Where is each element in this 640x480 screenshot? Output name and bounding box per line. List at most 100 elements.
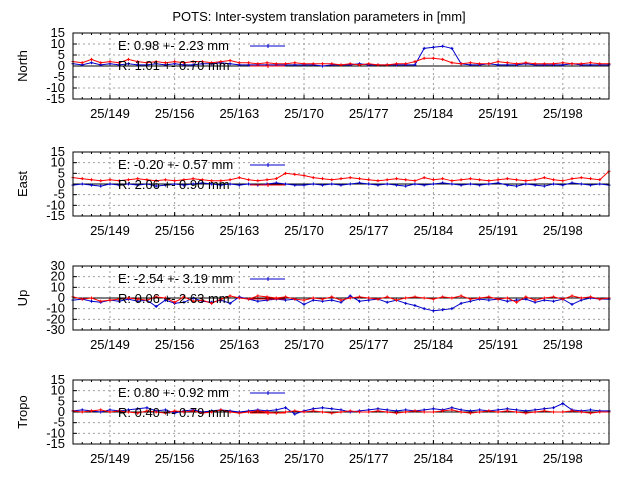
data-point: [552, 182, 556, 186]
data-point: [385, 182, 389, 186]
legend: E: 0.98 +- 2.23 mm R: 1.01 +- 0.70 mm: [118, 38, 285, 73]
data-point: [274, 177, 278, 181]
data-point: [450, 296, 454, 300]
data-point: [330, 182, 334, 186]
y-tick-label: -10: [46, 425, 65, 440]
plot-frame: [72, 379, 610, 445]
data-point: [570, 62, 574, 66]
data-point: [413, 182, 417, 186]
data-point: [533, 183, 537, 187]
data-point: [108, 410, 112, 414]
data-point: [589, 295, 593, 299]
data-point: [496, 178, 500, 182]
data-point: [173, 182, 177, 186]
data-point: [80, 61, 84, 65]
data-point: [394, 183, 398, 187]
data-point: [265, 61, 269, 65]
data-point: [80, 177, 84, 181]
data-point: [136, 183, 140, 187]
data-point: [505, 409, 509, 413]
y-tick-label: -10: [46, 80, 65, 95]
data-point: [515, 184, 519, 188]
data-point: [108, 182, 112, 186]
panel-tropo: 25/149 25/156 25/163 25/170 25/177 25/184 25/1…: [15, 372, 611, 466]
data-point: [228, 301, 232, 305]
data-point: [357, 299, 361, 303]
data-point: [284, 406, 288, 410]
data-point: [210, 179, 214, 183]
data-point: [302, 410, 306, 414]
y-tick-label: 5: [58, 47, 65, 62]
data-point: [219, 60, 223, 64]
data-point: [89, 57, 93, 61]
data-point: [321, 410, 325, 414]
data-point: [422, 296, 426, 300]
data-point: [552, 406, 556, 410]
panel-north: 25/149 25/156 25/163 25/170 25/177 25/184 25/1…: [15, 25, 611, 121]
data-point: [589, 411, 593, 415]
x-tick-label: 25/184: [414, 106, 454, 121]
data-point: [126, 296, 130, 300]
data-point: [431, 182, 435, 186]
data-point: [422, 176, 426, 180]
data-point: [413, 63, 417, 67]
data-point: [579, 410, 583, 414]
x-tick-label: 25/156: [155, 337, 195, 352]
data-point: [145, 406, 149, 410]
data-point: [237, 176, 241, 180]
data-point: [404, 410, 408, 414]
data-point: [579, 62, 583, 66]
data-point: [376, 297, 380, 301]
x-tick-label: 25/184: [414, 337, 454, 352]
data-point: [487, 182, 491, 186]
data-point: [422, 56, 426, 60]
y-tick-label: 5: [58, 393, 65, 408]
data-point: [89, 299, 93, 303]
data-point: [154, 179, 158, 183]
data-point: [385, 63, 389, 67]
legend: E: -0.20 +- 0.57 mm R: 2.06 +- 0.90 mm: [118, 157, 285, 192]
data-point: [173, 300, 177, 304]
data-point: [431, 178, 435, 182]
data-point: [487, 179, 491, 183]
data-point: [154, 60, 158, 64]
y-tick-label: 10: [51, 279, 65, 294]
x-tick-label: 25/163: [219, 106, 259, 121]
data-point: [515, 178, 519, 182]
y-tick-label: -15: [46, 91, 65, 106]
data-point: [542, 184, 546, 188]
series-points-R: [71, 56, 611, 67]
panel-east: 25/149 25/156 25/163 25/170 25/177 25/184 25/1…: [15, 144, 611, 238]
data-point: [459, 301, 463, 305]
data-point: [367, 182, 371, 186]
data-point: [117, 61, 121, 65]
data-point: [302, 302, 306, 306]
data-point: [293, 172, 297, 176]
data-point: [163, 61, 167, 65]
data-point: [321, 177, 325, 181]
data-point: [579, 176, 583, 180]
data-point: [552, 62, 556, 66]
x-tick-label: 25/177: [349, 106, 389, 121]
y-tick-label: 0: [58, 176, 65, 191]
data-point: [459, 294, 463, 298]
data-point: [413, 179, 417, 183]
data-point: [247, 61, 251, 65]
data-point: [561, 179, 565, 183]
data-point: [237, 296, 241, 300]
y-tick-label: 15: [51, 25, 65, 40]
x-tick-label: 25/177: [349, 337, 389, 352]
data-point: [496, 63, 500, 67]
data-point: [191, 299, 195, 303]
x-tick-label: 25/170: [284, 451, 324, 466]
data-point: [237, 183, 241, 187]
data-point: [228, 410, 232, 414]
data-point: [219, 179, 223, 183]
data-point: [89, 409, 93, 413]
data-point: [441, 295, 445, 299]
data-point: [219, 408, 223, 412]
data-point: [145, 409, 149, 413]
data-point: [126, 57, 130, 61]
data-point: [542, 409, 546, 413]
data-point: [145, 61, 149, 65]
